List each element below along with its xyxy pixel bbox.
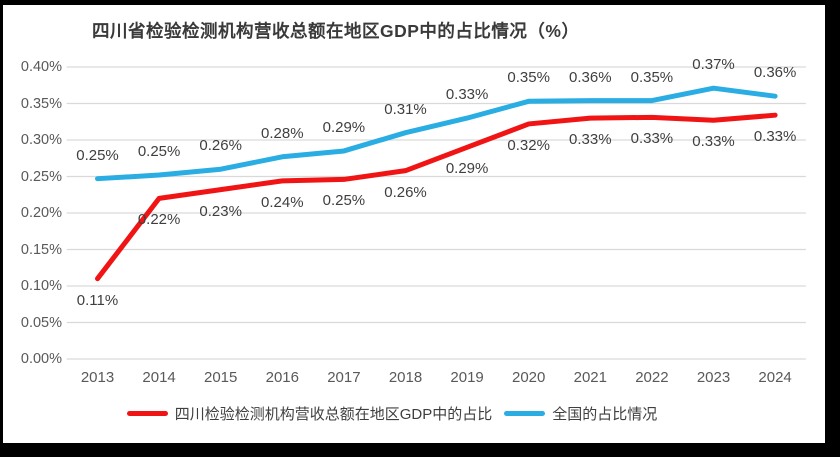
x-axis-tick-label: 2017 <box>327 369 361 386</box>
x-axis-tick-label: 2020 <box>512 369 546 386</box>
legend-item-sichuan[interactable]: 四川检验检测机构营收总额在地区GDP中的占比 <box>126 403 493 424</box>
y-axis-tick-label: 0.35% <box>20 95 62 112</box>
x-axis-tick-label: 2018 <box>388 369 423 386</box>
y-axis-tick-label: 0.30% <box>20 132 62 148</box>
data-label: 0.25% <box>76 146 119 164</box>
x-axis-tick-label: 2015 <box>204 369 238 386</box>
data-label: 0.24% <box>261 193 304 211</box>
data-label: 0.11% <box>76 291 119 309</box>
data-label: 0.37% <box>692 56 735 74</box>
legend: 四川检验检测机构营收总额在地区GDP中的占比 全国的占比情况 <box>0 403 803 424</box>
data-label: 0.35% <box>507 69 550 87</box>
data-label: 0.33% <box>569 131 612 149</box>
y-axis-tick-label: 0.05% <box>20 314 62 331</box>
legend-label-sichuan: 四川检验检测机构营收总额在地区GDP中的占比 <box>174 406 493 423</box>
x-axis-tick-label: 2013 <box>80 369 115 386</box>
chart-title: 四川省检验检测机构营收总额在地区GDP中的占比情况（%） <box>92 21 580 41</box>
x-axis-tick-label: 2023 <box>696 369 731 386</box>
series-line-national[interactable] <box>95 85 778 182</box>
data-label: 0.31% <box>384 100 427 118</box>
y-axis-tick-label: 0.40% <box>20 59 62 75</box>
data-label: 0.35% <box>630 68 674 86</box>
data-label: 0.23% <box>199 202 242 220</box>
x-axis-tick-label: 2014 <box>142 369 176 386</box>
data-label: 0.25% <box>137 143 181 161</box>
x-axis-tick-label: 2022 <box>635 369 669 386</box>
y-axis-tick-label: 0.20% <box>20 205 62 221</box>
y-axis-tick-label: 0.00% <box>20 351 62 367</box>
legend-label-national: 全国的占比情况 <box>552 406 658 423</box>
plot-area <box>66 66 806 360</box>
y-axis-tick-label: 0.25% <box>20 168 62 185</box>
data-label: 0.22% <box>137 211 181 229</box>
data-label: 0.33% <box>630 130 674 148</box>
data-label: 0.33% <box>445 86 489 104</box>
legend-item-national[interactable]: 全国的占比情况 <box>504 403 657 424</box>
legend-swatch-national-line-icon <box>504 411 546 416</box>
data-label: 0.26% <box>199 137 242 155</box>
data-label: 0.36% <box>753 64 797 82</box>
data-label: 0.25% <box>322 192 366 210</box>
y-axis-tick-label: 0.15% <box>20 241 62 258</box>
data-label: 0.33% <box>753 128 797 146</box>
data-label: 0.33% <box>692 133 735 151</box>
series-line-sichuan[interactable] <box>95 112 778 282</box>
data-label: 0.32% <box>507 136 550 154</box>
legend-swatch-sichuan-line-icon <box>126 411 168 416</box>
data-label: 0.36% <box>569 68 612 86</box>
x-axis-tick-label: 2021 <box>573 369 607 386</box>
chart-frame: 四川省检验检测机构营收总额在地区GDP中的占比情况（%） 0.00% 0.05% 0… <box>3 5 825 443</box>
x-axis-tick-label: 2019 <box>450 369 484 386</box>
x-axis-tick-label: 2016 <box>265 369 299 386</box>
data-label: 0.26% <box>384 183 427 201</box>
data-label: 0.29% <box>322 118 366 136</box>
data-label: 0.28% <box>261 124 304 142</box>
x-axis-tick-label: 2024 <box>758 369 792 386</box>
y-axis-tick-label: 0.10% <box>20 278 62 294</box>
data-label: 0.29% <box>445 160 489 178</box>
